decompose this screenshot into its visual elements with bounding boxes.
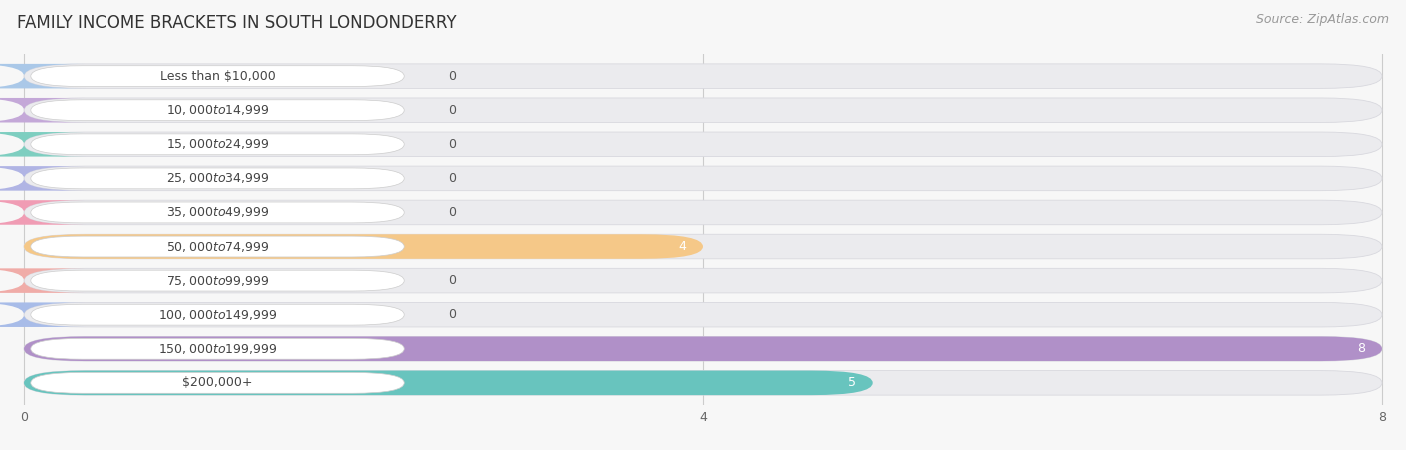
Text: $50,000 to $74,999: $50,000 to $74,999 (166, 239, 270, 253)
Text: 0: 0 (449, 138, 457, 151)
Text: $25,000 to $34,999: $25,000 to $34,999 (166, 171, 270, 185)
FancyBboxPatch shape (31, 202, 405, 223)
FancyBboxPatch shape (24, 371, 873, 395)
FancyBboxPatch shape (24, 268, 1382, 293)
FancyBboxPatch shape (31, 304, 405, 325)
FancyBboxPatch shape (31, 236, 405, 257)
FancyBboxPatch shape (31, 134, 405, 155)
FancyBboxPatch shape (31, 270, 405, 291)
Text: $15,000 to $24,999: $15,000 to $24,999 (166, 137, 270, 151)
Text: 0: 0 (449, 274, 457, 287)
Text: Less than $10,000: Less than $10,000 (160, 70, 276, 83)
FancyBboxPatch shape (31, 66, 405, 86)
Text: FAMILY INCOME BRACKETS IN SOUTH LONDONDERRY: FAMILY INCOME BRACKETS IN SOUTH LONDONDE… (17, 14, 457, 32)
Text: 0: 0 (449, 104, 457, 117)
Text: $200,000+: $200,000+ (183, 376, 253, 389)
Text: 0: 0 (449, 206, 457, 219)
Text: 0: 0 (449, 172, 457, 185)
Text: 5: 5 (848, 376, 856, 389)
FancyBboxPatch shape (24, 302, 1382, 327)
FancyBboxPatch shape (24, 337, 1382, 361)
FancyBboxPatch shape (31, 168, 405, 189)
FancyBboxPatch shape (0, 268, 86, 293)
Text: 0: 0 (449, 308, 457, 321)
Text: 8: 8 (1357, 342, 1365, 355)
FancyBboxPatch shape (24, 132, 1382, 157)
FancyBboxPatch shape (31, 100, 405, 121)
FancyBboxPatch shape (24, 98, 1382, 122)
FancyBboxPatch shape (24, 166, 1382, 191)
FancyBboxPatch shape (24, 337, 1382, 361)
Text: Source: ZipAtlas.com: Source: ZipAtlas.com (1256, 14, 1389, 27)
Text: $35,000 to $49,999: $35,000 to $49,999 (166, 206, 270, 220)
Text: 0: 0 (449, 70, 457, 83)
FancyBboxPatch shape (24, 234, 1382, 259)
FancyBboxPatch shape (24, 200, 1382, 225)
FancyBboxPatch shape (24, 234, 703, 259)
Text: 4: 4 (678, 240, 686, 253)
Text: $75,000 to $99,999: $75,000 to $99,999 (166, 274, 270, 288)
FancyBboxPatch shape (0, 200, 86, 225)
FancyBboxPatch shape (24, 64, 1382, 88)
FancyBboxPatch shape (31, 373, 405, 393)
FancyBboxPatch shape (0, 98, 86, 122)
Text: $10,000 to $14,999: $10,000 to $14,999 (166, 103, 270, 117)
Text: $150,000 to $199,999: $150,000 to $199,999 (157, 342, 277, 356)
FancyBboxPatch shape (31, 338, 405, 359)
FancyBboxPatch shape (0, 64, 86, 88)
FancyBboxPatch shape (0, 132, 86, 157)
FancyBboxPatch shape (0, 302, 86, 327)
FancyBboxPatch shape (0, 166, 86, 191)
FancyBboxPatch shape (24, 371, 1382, 395)
Text: $100,000 to $149,999: $100,000 to $149,999 (157, 308, 277, 322)
